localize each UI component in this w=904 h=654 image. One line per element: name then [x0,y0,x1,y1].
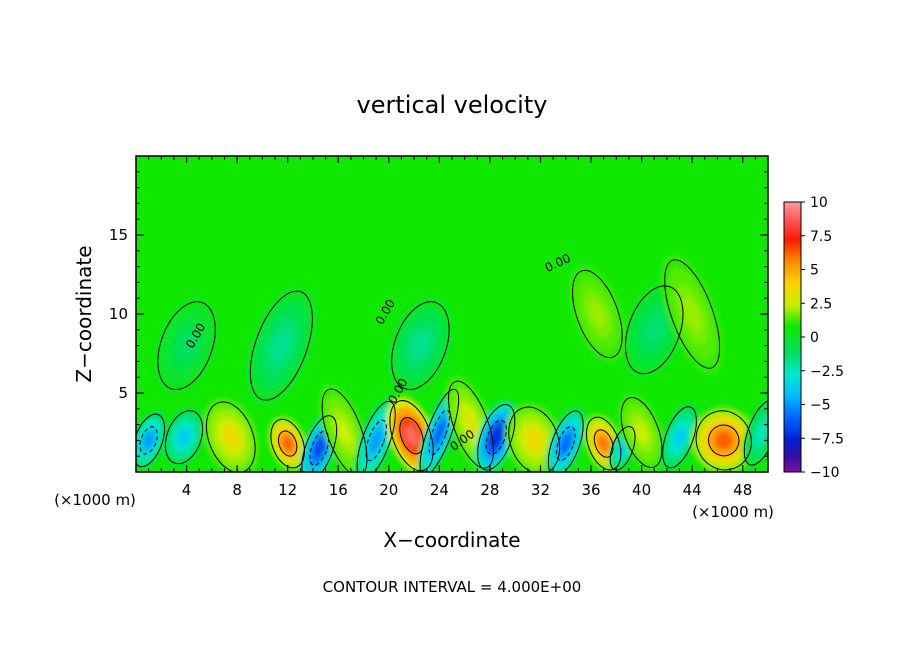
colorbar-tick-label: −7.5 [810,431,844,447]
colorbar-tick-label: 5 [810,263,819,279]
x-tick-label: 36 [581,481,600,499]
contour-line [662,406,697,469]
field-blob [635,421,649,444]
contour-line [664,259,721,369]
contour-line [695,410,752,471]
contour-line [399,416,424,455]
plot-area: 0.000.000.000.000.00 [136,156,768,472]
field-blob [370,428,383,453]
y-tick-label: 5 [118,384,128,402]
y-axis-ticks: 5 10 15 [109,171,768,457]
field-blob [674,427,685,447]
contour-line [485,419,507,455]
x-tick-label: 16 [329,481,348,499]
field-blob [433,419,446,446]
field-blob [463,411,479,439]
contour-line [391,301,450,391]
colorbar-tick-label: −10 [810,465,840,481]
x-axis-ticks: 4 8 12 16 20 24 28 32 36 40 44 48 [148,156,756,499]
contour-line [389,400,434,472]
contour-interval-note: CONTOUR INTERVAL = 4.000E+00 [323,578,582,596]
x-tick-label: 8 [232,481,242,499]
x-tick-label: 12 [278,481,297,499]
field-blob [598,435,610,452]
contour-line [321,388,368,472]
field-blob [525,430,543,451]
field-blob [589,300,606,328]
x-unit-left: (×1000 m) [54,491,136,509]
contour-line [136,413,166,468]
field-blob [560,433,572,454]
field-blob [714,431,733,450]
contour-line [278,430,298,457]
contour-line [139,426,158,455]
x-unit-right: (×1000 m) [692,503,774,521]
field-blob [313,438,325,459]
contour-line [477,404,516,471]
field-blob [411,331,430,360]
contour-lines [136,259,768,472]
x-tick-label: 4 [182,481,192,499]
y-tick-label: 15 [109,226,128,244]
field-blob [143,432,154,449]
colorbar [783,201,802,473]
x-tick-label: 28 [480,481,499,499]
field-blob [683,297,701,331]
x-tick-label: 24 [430,481,449,499]
contour-line [309,430,330,466]
colorbar-tick-label: −5 [810,398,831,414]
contour-line [555,426,576,461]
contour-line [249,290,313,401]
colorbar-ticks: 10 7.5 5 2.5 0 −2.5 −5 −7.5 −10 [801,195,844,481]
y-axis-label: Z−coordinate [72,245,96,382]
x-tick-label: 40 [632,481,651,499]
field-blob [756,422,768,443]
x-tick-label: 44 [683,481,702,499]
colorbar-tick-label: −2.5 [810,364,844,380]
field-blob [177,331,196,360]
contour-line [356,400,396,472]
field-blob [271,328,292,363]
field-blob [222,426,239,449]
contour-line [428,409,451,456]
contour-line [365,419,387,462]
contour-line [593,429,614,458]
colorbar-tick-label: 0 [810,330,819,346]
colorbar-tick-label: 10 [810,195,828,211]
field-blob [177,429,191,446]
x-axis-label: X−coordinate [383,528,520,552]
x-tick-label: 32 [531,481,550,499]
colorbar-tick-label: 2.5 [810,296,832,312]
contour-line [419,388,460,472]
y-tick-label: 10 [109,305,128,323]
field-blob [404,424,419,447]
contour-line [301,415,338,472]
contour-line [157,301,216,391]
contour-line [547,410,584,472]
colorbar-tick-label: 7.5 [810,229,832,245]
field-blob [282,436,294,452]
chart-title: vertical velocity [357,91,548,119]
contour-line [743,399,768,466]
contour-line [448,380,494,469]
contour-line [508,406,560,472]
contour-line [708,424,740,457]
contour-line [572,269,623,359]
contour-line [625,285,684,375]
field-blob [337,419,352,446]
field-blob [644,316,664,344]
x-tick-label: 20 [379,481,398,499]
x-tick-label: 48 [733,481,752,499]
contour-line [164,410,204,465]
contour-line [620,397,663,468]
contour-line [270,418,305,469]
